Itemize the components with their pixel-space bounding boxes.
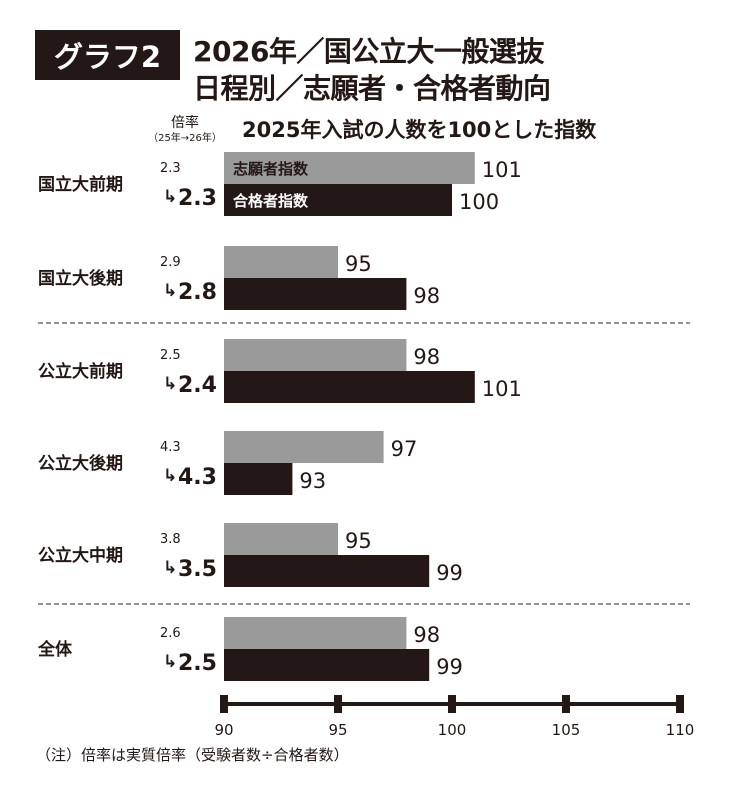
passer-index-value: 99 bbox=[436, 655, 463, 679]
ratio-2025: 2.6 bbox=[160, 626, 181, 641]
passer-index-bar bbox=[224, 278, 407, 310]
x-tick-label: 90 bbox=[214, 721, 233, 739]
category-label: 国立大前期 bbox=[38, 174, 123, 195]
ratio-2026: 3.5 bbox=[178, 557, 217, 582]
passer-index-value: 100 bbox=[459, 190, 499, 214]
category-label: 全体 bbox=[37, 639, 73, 660]
graph-badge: グラフ2 bbox=[35, 30, 180, 80]
applicant-index-value: 98 bbox=[413, 623, 440, 647]
ratio-header: 倍率 （25年→26年） bbox=[145, 115, 225, 147]
footnote: （注）倍率は実質倍率（受験者数÷合格者数） bbox=[36, 746, 349, 764]
passer-index-bar bbox=[224, 649, 430, 681]
ratio-header-sublabel: （25年→26年） bbox=[148, 133, 222, 144]
ratio-2025: 2.9 bbox=[160, 255, 181, 270]
passer-index-value: 101 bbox=[482, 377, 522, 401]
passer-index-bar bbox=[224, 555, 430, 587]
passer-index-value: 99 bbox=[436, 561, 463, 585]
ratio-arrow-icon: ↳ bbox=[163, 558, 177, 578]
ratio-arrow-icon: ↳ bbox=[163, 187, 177, 207]
ratio-2025: 2.5 bbox=[160, 348, 181, 363]
legend-passers: 合格者指数 bbox=[232, 192, 309, 210]
applicant-index-bar bbox=[224, 152, 475, 184]
passer-index-value: 98 bbox=[413, 284, 440, 308]
ratio-2025: 4.3 bbox=[160, 440, 181, 455]
chart-title-line-2: 日程別／志願者・合格者動向 bbox=[193, 72, 551, 105]
passer-index-bar bbox=[224, 371, 475, 403]
applicant-index-bar bbox=[224, 617, 407, 649]
chart-subtitle: 2025年入試の人数を100とした指数 bbox=[242, 118, 597, 142]
applicant-index-value: 98 bbox=[413, 345, 440, 369]
ratio-arrow-icon: ↳ bbox=[163, 281, 177, 301]
category-label: 公立大後期 bbox=[38, 453, 123, 474]
legend-applicants: 志願者指数 bbox=[233, 160, 309, 178]
ratio-2026: 2.3 bbox=[178, 186, 217, 211]
x-tick-label: 105 bbox=[552, 721, 581, 739]
passer-index-bar bbox=[224, 184, 452, 216]
applicant-index-value: 97 bbox=[391, 437, 418, 461]
x-axis-tick bbox=[562, 695, 570, 713]
ratio-2026: 4.3 bbox=[178, 465, 217, 490]
chart-title-line-1: 2026年／国公立大一般選抜 bbox=[193, 35, 544, 68]
applicant-index-value: 101 bbox=[482, 158, 522, 182]
passer-index-value: 93 bbox=[299, 469, 326, 493]
ratio-header-label: 倍率 bbox=[171, 115, 199, 131]
x-axis-tick bbox=[676, 695, 684, 713]
x-axis-tick bbox=[448, 695, 456, 713]
applicant-index-bar bbox=[224, 339, 407, 371]
category-label: 公立大中期 bbox=[38, 545, 123, 566]
x-tick-label: 100 bbox=[438, 721, 467, 739]
ratio-arrow-icon: ↳ bbox=[163, 374, 177, 394]
ratio-2025: 2.3 bbox=[160, 161, 181, 176]
x-tick-label: 95 bbox=[328, 721, 347, 739]
category-label: 国立大後期 bbox=[38, 268, 123, 289]
applicant-index-bar bbox=[224, 523, 338, 555]
applicant-index-bar bbox=[224, 431, 384, 463]
x-tick-label: 110 bbox=[666, 721, 695, 739]
ratio-2025: 3.8 bbox=[160, 532, 181, 547]
ratio-arrow-icon: ↳ bbox=[163, 466, 177, 486]
applicant-index-value: 95 bbox=[345, 529, 372, 553]
x-axis-tick bbox=[220, 695, 228, 713]
x-axis-tick bbox=[334, 695, 342, 713]
ratio-2026: 2.4 bbox=[178, 373, 217, 398]
ratio-2026: 2.8 bbox=[178, 280, 217, 305]
passer-index-bar bbox=[224, 463, 293, 495]
ratio-2026: 2.5 bbox=[178, 651, 217, 676]
category-label: 公立大前期 bbox=[38, 361, 123, 382]
ratio-arrow-icon: ↳ bbox=[163, 652, 177, 672]
applicant-index-value: 95 bbox=[345, 252, 372, 276]
applicant-index-bar bbox=[224, 246, 338, 278]
